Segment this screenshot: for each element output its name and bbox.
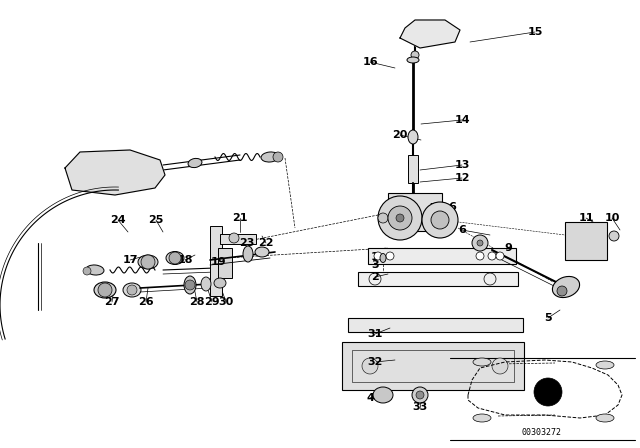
Text: 4: 4	[366, 393, 374, 403]
Circle shape	[472, 235, 488, 251]
Circle shape	[609, 231, 619, 241]
Bar	[565, 222, 607, 260]
Ellipse shape	[473, 414, 491, 422]
Circle shape	[273, 152, 283, 162]
Ellipse shape	[188, 159, 202, 168]
Ellipse shape	[380, 254, 386, 263]
Text: 9: 9	[504, 243, 512, 253]
Text: 7: 7	[429, 203, 437, 213]
Circle shape	[492, 358, 508, 374]
Ellipse shape	[373, 387, 393, 403]
Text: 16: 16	[362, 57, 378, 67]
Polygon shape	[400, 20, 460, 48]
Text: 6: 6	[458, 225, 466, 235]
Ellipse shape	[243, 246, 253, 262]
Text: 23: 23	[239, 238, 255, 248]
Circle shape	[422, 202, 458, 238]
Text: 25: 25	[148, 215, 164, 225]
Text: 33: 33	[412, 402, 428, 412]
Circle shape	[83, 267, 91, 275]
Ellipse shape	[94, 282, 116, 298]
Text: 3: 3	[371, 260, 379, 270]
Circle shape	[229, 233, 239, 243]
Text: 28: 28	[189, 297, 205, 307]
Text: 26: 26	[138, 297, 154, 307]
Text: 29: 29	[204, 297, 220, 307]
Circle shape	[362, 358, 378, 374]
Circle shape	[141, 255, 155, 269]
Text: 1: 1	[371, 252, 379, 262]
Text: 15: 15	[527, 27, 543, 37]
Circle shape	[496, 252, 504, 260]
Text: 12: 12	[454, 173, 470, 183]
Ellipse shape	[86, 265, 104, 275]
Text: 18: 18	[177, 255, 193, 265]
Bar	[218, 248, 232, 278]
Circle shape	[416, 391, 424, 399]
Ellipse shape	[596, 361, 614, 369]
Ellipse shape	[166, 251, 184, 264]
Circle shape	[374, 252, 382, 260]
Circle shape	[488, 252, 496, 260]
Ellipse shape	[261, 152, 279, 162]
Ellipse shape	[123, 283, 141, 297]
Ellipse shape	[184, 276, 196, 294]
Circle shape	[388, 206, 412, 230]
Text: 21: 21	[232, 213, 248, 223]
Circle shape	[476, 252, 484, 260]
Ellipse shape	[407, 57, 419, 63]
Text: 8: 8	[564, 285, 572, 295]
Text: 31: 31	[367, 329, 383, 339]
Ellipse shape	[552, 276, 580, 297]
Circle shape	[169, 252, 181, 264]
Text: 10: 10	[604, 213, 620, 223]
Text: 20: 20	[392, 130, 408, 140]
Circle shape	[396, 214, 404, 222]
Bar	[388, 193, 442, 231]
Text: 19: 19	[210, 257, 226, 267]
Circle shape	[378, 213, 388, 223]
Circle shape	[534, 378, 562, 406]
Text: 17: 17	[122, 255, 138, 265]
Circle shape	[431, 211, 449, 229]
Bar	[342, 342, 524, 390]
Ellipse shape	[473, 358, 491, 366]
Circle shape	[386, 252, 394, 260]
Bar	[352, 350, 514, 382]
Ellipse shape	[214, 278, 226, 288]
Text: 5: 5	[544, 313, 552, 323]
Ellipse shape	[201, 277, 211, 291]
Bar	[348, 318, 523, 332]
Text: 00303272: 00303272	[522, 427, 562, 436]
Text: 6: 6	[448, 202, 456, 212]
Text: 30: 30	[218, 297, 234, 307]
Circle shape	[378, 196, 422, 240]
Text: 13: 13	[454, 160, 470, 170]
Ellipse shape	[138, 255, 158, 269]
Text: 2: 2	[371, 272, 379, 282]
Text: 27: 27	[104, 297, 120, 307]
Text: 22: 22	[259, 238, 274, 248]
Ellipse shape	[596, 414, 614, 422]
Circle shape	[411, 51, 419, 59]
Ellipse shape	[412, 387, 428, 403]
Bar	[220, 234, 256, 244]
Text: 11: 11	[579, 213, 594, 223]
Text: 14: 14	[454, 115, 470, 125]
Circle shape	[185, 280, 195, 290]
Text: 24: 24	[110, 215, 126, 225]
Bar	[358, 272, 518, 286]
Text: 32: 32	[367, 357, 383, 367]
Bar	[210, 226, 222, 296]
Circle shape	[127, 285, 137, 295]
Circle shape	[98, 283, 112, 297]
Polygon shape	[65, 150, 165, 195]
Ellipse shape	[255, 247, 269, 257]
Circle shape	[477, 240, 483, 246]
Bar	[408, 155, 418, 183]
Ellipse shape	[408, 130, 418, 144]
Bar	[368, 248, 516, 264]
Circle shape	[557, 286, 567, 296]
